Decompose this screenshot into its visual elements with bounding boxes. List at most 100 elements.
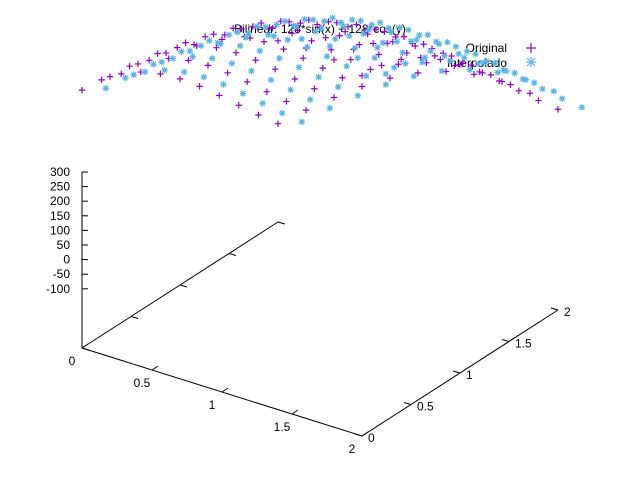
data-point-interpolado [265,31,272,38]
data-point-interpolado [466,66,473,73]
axes [81,172,559,437]
y-tick-back [179,284,188,288]
data-point-original [174,44,181,51]
data-point-original [367,66,374,73]
x-tick [151,365,159,371]
data-point-original [134,60,142,68]
data-point-interpolado [161,66,168,74]
data-point-interpolado [396,24,403,31]
data-point-interpolado [259,100,266,107]
data-point-original [274,120,282,127]
data-point-interpolado [578,104,585,111]
data-point-interpolado [284,36,291,44]
data-point-interpolado [399,49,406,56]
data-point-interpolado [424,31,431,39]
data-point-interpolado [377,19,384,26]
data-point-interpolado [130,71,137,78]
data-point-original [283,98,290,105]
y-tick-label: 0.5 [417,400,434,414]
data-point-original [319,64,326,72]
data-point-interpolado [340,23,347,30]
data-point-original [126,63,133,70]
data-point-original [375,51,382,58]
data-point-interpolado [368,21,375,29]
y-tick [403,402,412,405]
data-point-interpolado [483,58,490,65]
data-point-original [347,56,354,63]
z-tick-label: -50 [53,267,71,281]
data-point-original [272,65,279,73]
y-tick [354,433,363,437]
data-point-original [311,85,318,92]
data-point-interpolado [309,16,317,23]
legend-marker-original [526,43,536,53]
data-point-interpolado [186,47,193,55]
data-point-interpolado [491,59,499,67]
data-point-interpolado [245,29,252,37]
data-point-original [526,90,534,97]
y-tick-back [228,253,237,256]
data-point-interpolado [122,74,129,82]
data-point-interpolado [463,48,471,55]
data-point-original [507,81,514,88]
data-point-interpolado [337,19,345,26]
data-point-interpolado [323,53,331,60]
data-point-original [392,33,399,41]
data-point-original [232,49,240,56]
data-point-original [269,25,276,32]
data-point-interpolado [421,54,429,61]
data-point-interpolado [371,54,378,61]
z-tick-label: 50 [57,238,71,252]
y-tick-back [130,316,139,319]
z-tick-label: -100 [46,282,70,296]
data-point-original [412,42,419,50]
data-point-interpolado [273,21,280,28]
data-point-interpolado [365,26,373,33]
data-point-interpolado [393,38,401,45]
data-point-interpolado [158,58,165,66]
data-point-original [308,37,315,44]
data-point-interpolado [472,50,479,58]
data-point-original [216,92,223,99]
data-point-interpolado [452,43,459,50]
data-point-interpolado [410,73,417,80]
data-point-interpolado [150,61,157,68]
data-point-interpolado [500,66,507,74]
data-point-interpolado [318,25,325,32]
data-point-interpolado [438,67,445,75]
data-point-interpolado [433,38,440,45]
data-point-interpolado [329,14,336,22]
data-point-original [213,44,220,51]
data-point-interpolado [379,39,387,46]
data-point-original [479,69,486,77]
data-point-interpolado [407,38,415,45]
base-axes-front [81,309,559,437]
data-point-interpolado [354,54,361,62]
data-point-interpolado [326,42,333,50]
data-point-original [456,61,464,68]
data-point-interpolado [209,55,216,62]
data-point-interpolado [225,31,233,39]
y-tick [452,370,461,374]
legend-marker-interpolado [526,57,536,67]
x-tick [361,431,369,437]
data-point-original [202,33,209,40]
data-point-interpolado [189,53,196,60]
data-point-original [118,70,125,78]
data-point-original [300,54,307,62]
data-point-interpolado [511,69,518,77]
data-point-original [398,56,405,63]
data-point-interpolado [402,60,409,67]
y-tick-label: 1 [466,368,473,382]
data-point-original [498,78,506,85]
axis-tick-labels: 00.511.5200.511.52300250200150100500-50-… [46,165,571,456]
y-tick [550,307,559,311]
data-point-original [106,73,114,80]
data-point-interpolado [480,59,487,66]
data-point-interpolado [102,85,109,92]
data-point-original [339,74,346,81]
data-point-interpolado [220,81,227,88]
data-point-interpolado [197,42,205,49]
data-point-original [356,41,363,48]
data-point-interpolado [262,23,269,31]
